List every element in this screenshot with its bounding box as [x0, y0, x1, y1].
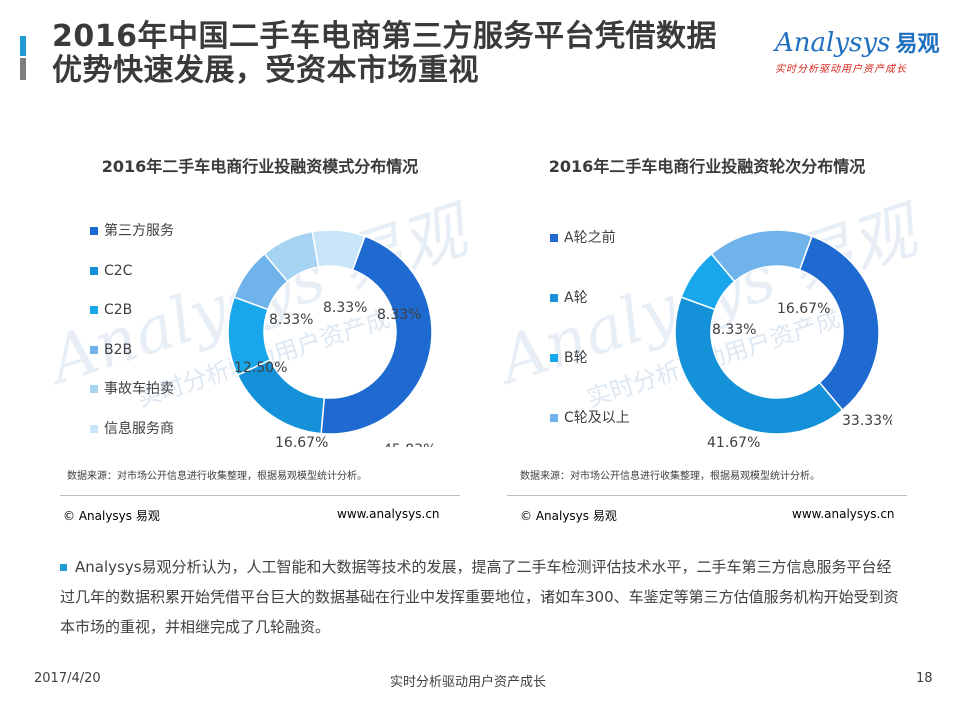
- data-label: 16.67%: [275, 435, 328, 447]
- data-source-note: 数据来源：对市场公开信息进行收集整理，根据易观模型统计分析。: [520, 471, 820, 482]
- analysis-bullet: Analysys易观分析认为，人工智能和大数据等技术的发展，提高了二手车检测评估…: [60, 552, 900, 642]
- legend-label: B轮: [564, 350, 588, 366]
- analysys-logo: Analysys 易观 实时分析驱动用户资产成长: [775, 26, 940, 75]
- logo-slogan: 实时分析驱动用户资产成长: [775, 64, 907, 75]
- donut-slice: [710, 229, 813, 283]
- chart-panel-round: 2016年二手车电商行业投融资轮次分布情况 A轮之前 A轮 B轮 C轮及以上 33.3…: [492, 145, 922, 530]
- copyright: © Analysys 易观: [520, 509, 617, 523]
- legend-swatch: [550, 294, 558, 302]
- copyright: © Analysys 易观: [63, 509, 160, 523]
- logo-cn: 易观: [895, 32, 940, 57]
- data-label: 8.33%: [712, 322, 756, 338]
- legend-swatch: [90, 424, 98, 433]
- legend-label: A轮之前: [564, 230, 616, 246]
- logo-word: Analysys: [775, 28, 891, 58]
- legend-label: C轮及以上: [564, 410, 630, 426]
- donut-slice: [798, 235, 880, 412]
- source-url[interactable]: www.analysys.cn: [337, 507, 440, 521]
- legend-swatch: [90, 306, 98, 314]
- page-number: 18: [916, 671, 933, 686]
- data-label: 8.33%: [323, 300, 367, 316]
- legend-label: A轮: [564, 290, 588, 306]
- donut-chart: 45.83% 16.67% 12.50% 8.33% 8.33% 8.33%: [227, 229, 436, 447]
- legend-swatch: [90, 266, 98, 275]
- legend-item: C2C: [90, 263, 132, 279]
- legend-item: 第三方服务: [90, 223, 174, 239]
- footer-date: 2017/4/20: [34, 671, 101, 686]
- data-label: 16.67%: [777, 301, 830, 317]
- divider: [60, 495, 460, 496]
- page-title-line1: 2016年中国二手车电商第三方服务平台凭借数据: [52, 19, 717, 54]
- data-source-note: 数据来源：对市场公开信息进行收集整理，根据易观模型统计分析。: [67, 471, 367, 482]
- title-accent-top: [20, 36, 26, 56]
- donut-chart: 33.33% 41.67% 8.33% 16.67%: [674, 229, 892, 447]
- footer-slogan: 实时分析驱动用户资产成长: [390, 675, 547, 690]
- data-label: 45.83%: [383, 442, 436, 447]
- divider: [507, 495, 907, 496]
- data-label: 41.67%: [707, 435, 760, 447]
- legend-item: A轮: [550, 290, 588, 306]
- legend-label: 信息服务商: [104, 420, 174, 437]
- page-title-line2: 优势快速发展，受资本市场重视: [52, 53, 479, 88]
- data-label: 8.33%: [269, 312, 313, 328]
- chart-title: 2016年二手车电商行业投融资模式分布情况: [101, 157, 419, 176]
- donut-slice: [311, 229, 366, 271]
- legend-label: 事故车拍卖: [104, 381, 174, 397]
- title-accent-bottom: [20, 58, 26, 80]
- legend-swatch: [550, 234, 558, 242]
- legend-item: 信息服务商: [90, 421, 174, 437]
- chart-title: 2016年二手车电商行业投融资轮次分布情况: [548, 157, 866, 176]
- donut-slice: [674, 296, 844, 435]
- legend-swatch: [90, 345, 98, 354]
- page-title: 2016年中国二手车电商第三方服务平台凭借数据 优势快速发展，受资本市场重视: [52, 20, 717, 88]
- legend-label: 第三方服务: [104, 223, 174, 239]
- legend-item: A轮之前: [550, 230, 616, 246]
- data-label: 12.50%: [234, 360, 287, 376]
- legend-swatch: [550, 414, 558, 422]
- bullet-square-icon: [60, 564, 67, 571]
- legend-label: C2B: [104, 302, 133, 318]
- legend-swatch: [90, 385, 98, 393]
- data-label: 8.33%: [377, 307, 421, 323]
- legend-item: C2B: [90, 302, 132, 318]
- legend-swatch: [90, 227, 98, 235]
- analysis-text: Analysys易观分析认为，人工智能和大数据等技术的发展，提高了二手车检测评估…: [60, 558, 899, 636]
- legend-label: C2C: [104, 262, 133, 279]
- legend-item: 事故车拍卖: [90, 381, 174, 397]
- data-label: 33.33%: [842, 413, 892, 429]
- legend-item: C轮及以上: [550, 410, 630, 426]
- legend-item: B2B: [90, 342, 132, 358]
- donut-slice: [320, 235, 433, 435]
- legend-label: B2B: [104, 341, 133, 358]
- legend-swatch: [550, 354, 558, 362]
- source-url[interactable]: www.analysys.cn: [792, 507, 895, 521]
- chart-panel-mode: 2016年二手车电商行业投融资模式分布情况 第三方服务 C2C C2B B2B 事故车拍…: [45, 145, 475, 530]
- legend-item: B轮: [550, 350, 588, 366]
